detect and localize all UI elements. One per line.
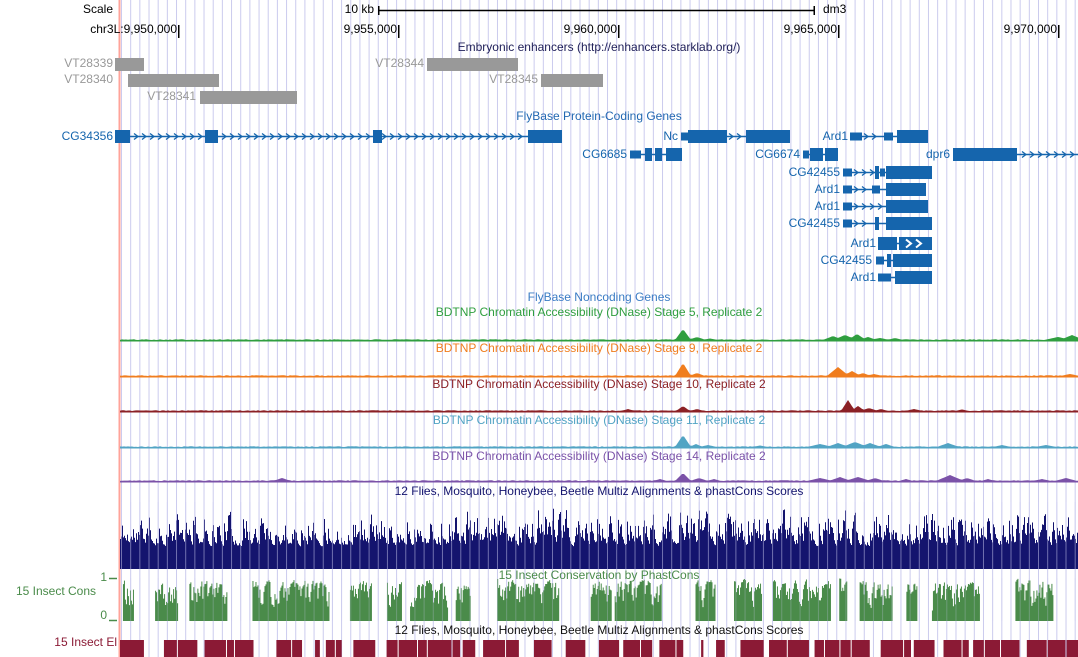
enhancer-VT28345[interactable] <box>541 74 603 87</box>
track-multiz-alignments[interactable] <box>120 502 1078 569</box>
gene-CG42455-9[interactable] <box>843 217 932 230</box>
gene-dpr6-5[interactable] <box>953 148 1078 161</box>
enhancer-VT28344[interactable] <box>427 58 518 71</box>
enhancer-VT28340[interactable] <box>128 74 219 87</box>
track-bdtnp-dnase-3[interactable] <box>120 436 1078 449</box>
gene-Nc-1[interactable] <box>681 130 790 143</box>
enhancer-VT28341[interactable] <box>200 91 297 104</box>
enhancer-VT28339[interactable] <box>115 58 144 71</box>
track-bdtnp-dnase-2[interactable] <box>120 400 1078 413</box>
gene-CG42455-6[interactable] <box>843 166 932 179</box>
track-bdtnp-dnase-1[interactable] <box>120 364 1078 378</box>
direction-chevron-icon <box>905 238 913 249</box>
gene-Ard1-7[interactable] <box>843 183 926 196</box>
gene-Ard1-12[interactable] <box>878 271 932 284</box>
track-conserved-elements[interactable] <box>120 640 1078 657</box>
track-flybase-protein-coding[interactable] <box>115 130 1078 284</box>
gene-Ard1-8[interactable] <box>843 200 928 213</box>
gene-CG34356-0[interactable] <box>115 130 562 143</box>
direction-chevron-icon <box>915 238 923 249</box>
gene-Ard1-10[interactable] <box>878 237 932 250</box>
track-bdtnp-dnase-4[interactable] <box>120 474 1078 483</box>
gene-CG42455-11[interactable] <box>876 254 932 267</box>
track-embryonic-enhancers[interactable] <box>115 58 603 104</box>
ruler-ticks <box>178 25 1060 38</box>
gene-CG6674-4[interactable] <box>803 148 838 161</box>
track-phastcons-conservation[interactable] <box>109 577 1078 622</box>
scale-bar <box>378 6 815 15</box>
gene-CG6685-3[interactable] <box>630 148 682 161</box>
track-bdtnp-dnase-0[interactable] <box>120 330 1078 342</box>
gene-Ard1-2[interactable] <box>850 130 928 143</box>
